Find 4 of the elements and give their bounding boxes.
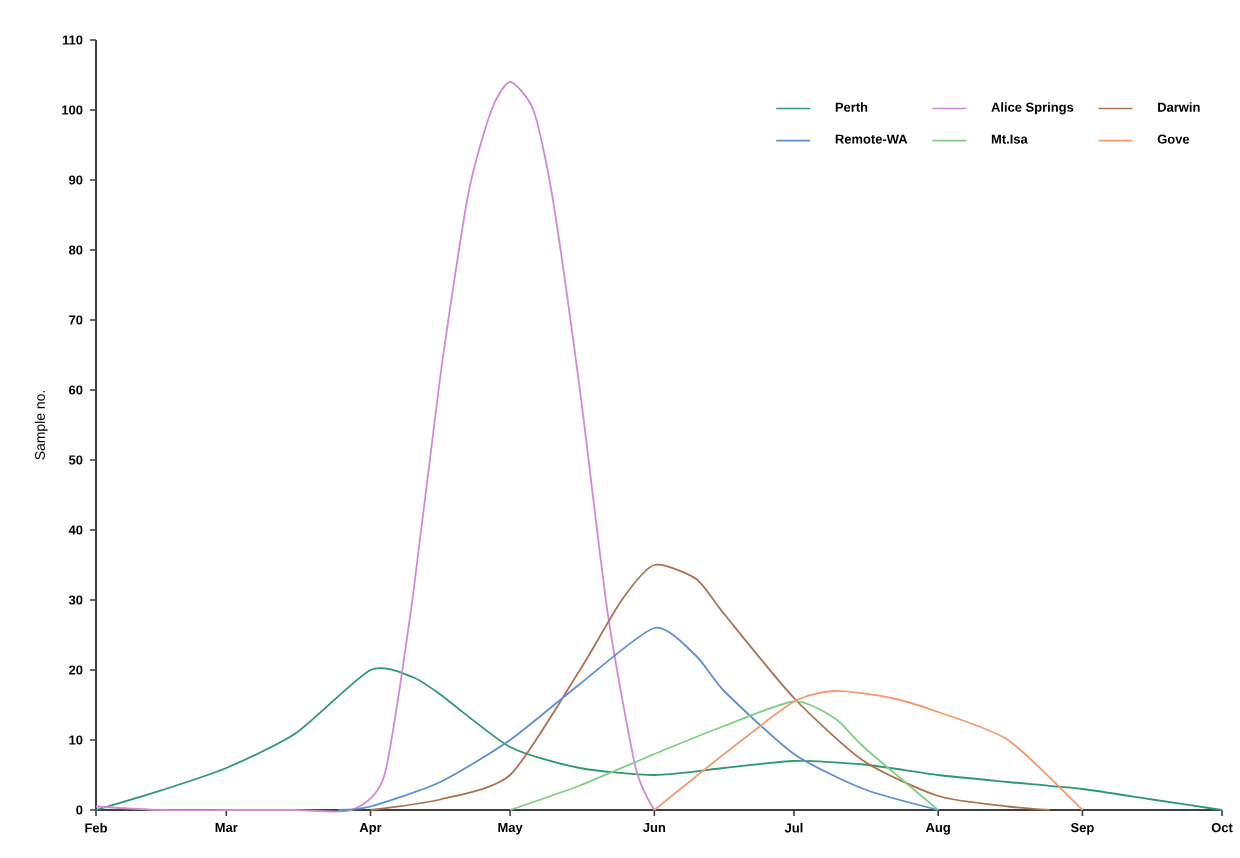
line-series (369, 563, 1051, 811)
line-series (337, 627, 940, 811)
line-series (509, 700, 940, 811)
line-series (653, 690, 1084, 811)
